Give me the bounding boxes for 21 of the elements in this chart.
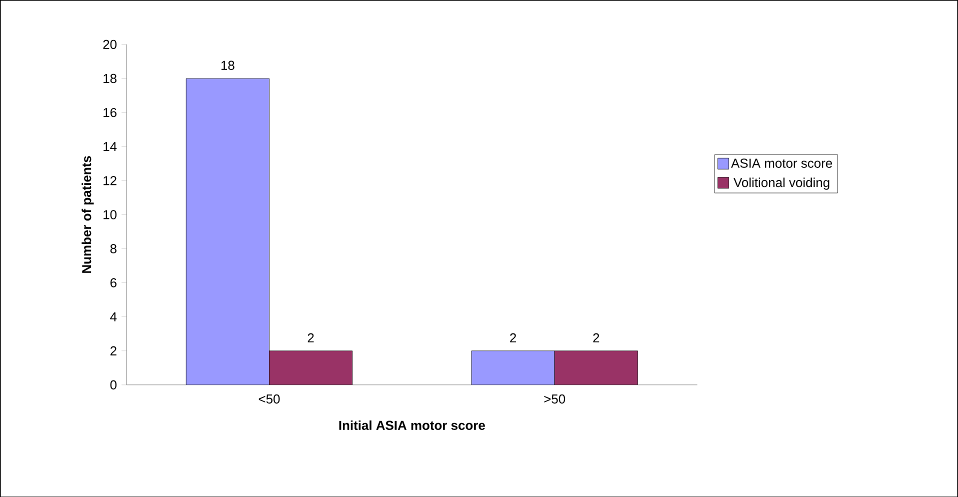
legend-label: ASIA motor score bbox=[731, 158, 832, 168]
y-axis-title: Number of patients bbox=[82, 156, 94, 273]
x-axis-title: Initial ASIA motor score bbox=[339, 420, 485, 430]
data-label: 2 bbox=[308, 333, 314, 342]
x-tick-label: >50 bbox=[544, 394, 566, 404]
data-label: 18 bbox=[221, 60, 234, 70]
data-label: 2 bbox=[593, 333, 600, 342]
y-tick-label: 0 bbox=[110, 380, 117, 390]
y-tick-label: 12 bbox=[104, 176, 116, 185]
legend-label: Volitional voiding bbox=[734, 177, 830, 190]
data-label: 2 bbox=[510, 333, 516, 342]
y-tick-label: 18 bbox=[104, 74, 116, 83]
y-tick-label: 16 bbox=[104, 108, 116, 117]
x-tick-label: <50 bbox=[258, 394, 280, 404]
y-tick-label: 8 bbox=[110, 244, 116, 254]
y-tick-label: 6 bbox=[110, 278, 116, 288]
y-tick-label: 10 bbox=[104, 210, 117, 220]
y-tick-label: 2 bbox=[110, 346, 116, 356]
y-tick-label: 4 bbox=[110, 312, 117, 322]
y-tick-label: 14 bbox=[104, 142, 117, 151]
y-tick-label: 20 bbox=[103, 40, 117, 49]
